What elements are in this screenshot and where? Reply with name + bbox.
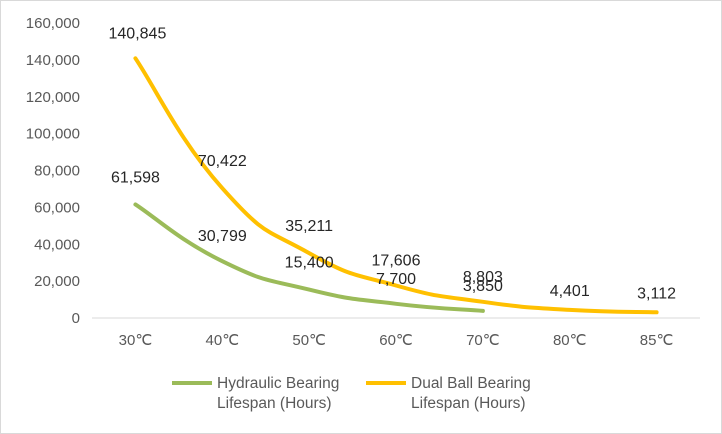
data-label: 61,598	[111, 169, 160, 186]
data-label: 4,401	[550, 283, 590, 300]
x-tick-label: 80℃	[553, 332, 587, 349]
x-tick-label: 70℃	[466, 332, 500, 349]
data-label: 30,799	[198, 228, 247, 245]
data-label: 15,400	[285, 255, 334, 272]
x-tick-label: 85℃	[640, 332, 674, 349]
data-label: 70,422	[198, 153, 247, 170]
x-tick-label: 60℃	[379, 332, 413, 349]
y-tick-label: 60,000	[34, 199, 80, 216]
data-label: 7,700	[376, 271, 416, 288]
y-tick-label: 160,000	[26, 15, 80, 32]
x-tick-label: 50℃	[292, 332, 326, 349]
y-tick-label: 0	[72, 310, 80, 327]
data-label: 3,112	[637, 285, 676, 302]
data-label: 8,803	[463, 269, 503, 286]
series-line-0	[133, 202, 485, 313]
y-tick-label: 100,000	[26, 126, 80, 143]
x-tick-label: 30℃	[119, 332, 153, 349]
legend-label: Dual Ball Bearing	[411, 375, 531, 392]
legend-label: Lifespan (Hours)	[411, 395, 526, 412]
series-layer	[133, 56, 659, 315]
x-tick-label: 40℃	[206, 332, 240, 349]
y-tick-label: 140,000	[26, 52, 80, 69]
data-label: 17,606	[372, 253, 421, 270]
y-tick-label: 40,000	[34, 236, 80, 253]
legend: Hydraulic Bearing Lifespan (Hours) Dual Ba…	[172, 375, 531, 412]
axis-layer: 0 20,000 40,000 60,000 80,000 100,000 120,000 1…	[26, 15, 700, 349]
data-label-layer: 61,598 30,799 15,400 7,700 3,850 140,845 70,42…	[109, 25, 677, 302]
data-label: 140,845	[109, 25, 167, 42]
data-label: 3,850	[463, 278, 503, 295]
legend-label: Hydraulic Bearing	[217, 375, 339, 392]
legend-label: Lifespan (Hours)	[217, 395, 332, 412]
series-line-1	[133, 56, 659, 315]
y-tick-label: 20,000	[34, 273, 80, 290]
y-tick-label: 80,000	[34, 163, 80, 180]
data-label: 35,211	[285, 218, 333, 235]
y-tick-label: 120,000	[26, 89, 80, 106]
